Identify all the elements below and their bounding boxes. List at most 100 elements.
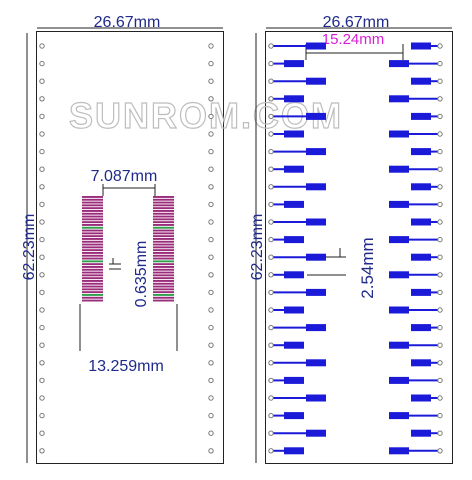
edge-hole: [437, 78, 443, 84]
fine-pitch-pad: [153, 210, 174, 212]
fine-pitch-pad: [82, 271, 103, 274]
fine-pitch-pad: [82, 240, 103, 243]
edge-hole: [208, 307, 214, 313]
pin-pad: [306, 42, 326, 50]
edge-hole: [268, 184, 274, 190]
pin-pad: [284, 165, 304, 173]
edge-hole: [39, 131, 45, 137]
fine-pitch-pad: [82, 254, 103, 257]
fine-pitch-pad: [82, 212, 103, 215]
pin-pad: [284, 130, 304, 138]
pin-pad: [411, 324, 431, 332]
edge-hole: [39, 272, 45, 278]
edge-hole: [268, 166, 274, 172]
edge-hole: [39, 412, 45, 419]
edge-hole: [39, 184, 45, 190]
fine-pitch-pad: [82, 204, 103, 207]
pin-pad: [389, 447, 409, 455]
left-board-outline: [36, 31, 224, 464]
edge-hole: [437, 236, 443, 243]
pin-pad: [389, 165, 409, 173]
fine-pitch-pad: [82, 285, 103, 288]
edge-hole: [437, 360, 443, 366]
fine-pitch-pad: [82, 257, 103, 260]
pin-pad: [411, 183, 431, 191]
fine-pitch-pad: [153, 235, 174, 238]
fine-pitch-pad: [153, 221, 174, 224]
fine-pitch-pad: [153, 257, 174, 260]
fine-pitch-pad: [82, 224, 103, 226]
edge-hole: [39, 113, 45, 120]
pin-pad: [306, 253, 326, 261]
edge-hole: [208, 412, 214, 419]
edge-hole: [39, 395, 45, 401]
fine-pitch-pad: [153, 207, 174, 210]
edge-hole: [208, 201, 214, 208]
pin-pad: [284, 95, 304, 103]
fine-pitch-pad: [153, 218, 174, 221]
fine-pitch-pad: [153, 243, 174, 246]
pin-pad: [284, 200, 304, 208]
fine-pitch-pad: [153, 204, 174, 207]
overall-span-label: 13.259mm: [88, 358, 164, 375]
edge-hole: [268, 113, 274, 120]
pin-pad: [411, 288, 431, 296]
fine-pitch-pad: [153, 282, 174, 285]
edge-hole: [437, 272, 443, 278]
pin-pad: [389, 236, 409, 244]
fine-pitch-pad: [153, 291, 174, 294]
edge-hole: [268, 254, 274, 260]
edge-hole: [208, 184, 214, 190]
edge-hole: [39, 324, 45, 331]
edge-hole: [268, 289, 274, 296]
fine-pitch-pad: [153, 246, 174, 249]
fine-pitch-pad: [82, 243, 103, 246]
fine-pitch-pad: [82, 299, 103, 302]
fine-pitch-pad: [153, 260, 174, 263]
pin-pad: [411, 359, 431, 367]
edge-holes: [39, 43, 443, 454]
edge-hole: [268, 43, 274, 49]
pin-pad: [389, 130, 409, 138]
pin-pad: [306, 429, 326, 437]
fine-pitch-pad: [153, 224, 174, 226]
fine-pitch-pad: [82, 235, 103, 238]
edge-hole: [39, 78, 45, 84]
pin-pad: [411, 218, 431, 226]
pin-pad: [306, 288, 326, 296]
right-board-pads: [273, 42, 438, 455]
edge-hole: [208, 113, 214, 120]
pin-pad: [306, 77, 326, 85]
edge-hole: [208, 395, 214, 401]
pin-pad: [306, 359, 326, 367]
pin-pad: [389, 200, 409, 208]
fine-pitch-pad: [82, 201, 103, 204]
edge-hole: [437, 184, 443, 190]
fine-pitch-pad: [82, 238, 103, 240]
edge-hole: [437, 342, 443, 348]
edge-hole: [268, 307, 274, 313]
pin-pad: [411, 148, 431, 156]
edge-hole: [437, 131, 443, 137]
pin-pad: [389, 412, 409, 420]
edge-hole: [268, 377, 274, 384]
fine-pitch-pad: [82, 288, 103, 291]
edge-hole: [39, 289, 45, 296]
fine-pitch-pad: [82, 207, 103, 210]
edge-hole: [208, 342, 214, 348]
fine-pitch-pad: [153, 266, 174, 268]
edge-hole: [208, 78, 214, 84]
fine-pitch-pad: [153, 268, 174, 271]
edge-hole: [208, 60, 214, 67]
right-board-outline: [265, 31, 453, 464]
edge-hole: [268, 78, 274, 84]
fine-pitch-pad: [153, 263, 174, 266]
edge-hole: [268, 412, 274, 419]
edge-hole: [208, 289, 214, 296]
pin-pad: [284, 412, 304, 420]
edge-hole: [39, 201, 45, 208]
pin-pad: [284, 376, 304, 384]
fine-pitch-pad: [153, 288, 174, 291]
pin-pad: [389, 341, 409, 349]
left-width-label: 26.67mm: [94, 14, 161, 31]
